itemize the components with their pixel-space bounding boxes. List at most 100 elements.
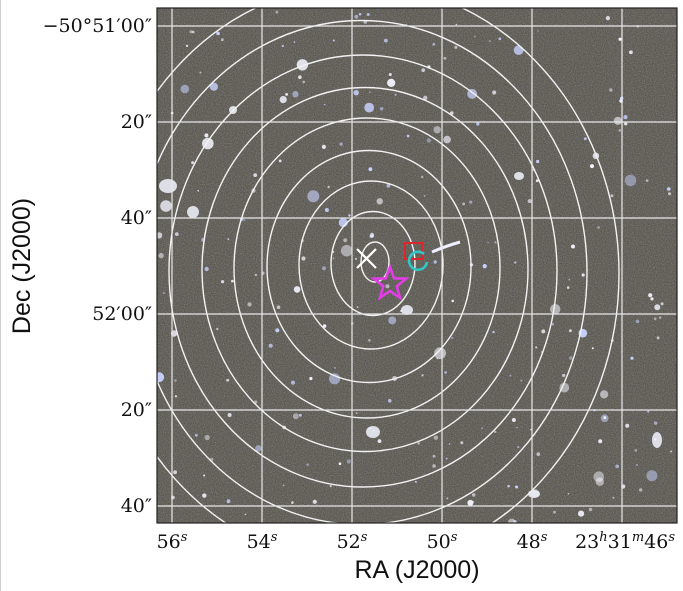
sky-source [282, 484, 285, 487]
bright-source [366, 426, 380, 438]
sky-source [603, 416, 607, 420]
sky-source [514, 261, 517, 264]
sky-source [511, 418, 516, 422]
sky-source [553, 510, 556, 514]
sky-source [494, 241, 497, 244]
sky-source [385, 284, 390, 289]
ra-tick-last: 23h31m46s [575, 530, 675, 553]
sky-source [191, 30, 195, 34]
sky-source [454, 45, 458, 49]
sky-source [292, 91, 299, 98]
sky-source [450, 111, 454, 115]
sky-source [571, 244, 575, 249]
coordinate-grid [157, 8, 677, 523]
sky-source [227, 238, 230, 241]
sky-source [194, 433, 198, 437]
sky-source [660, 302, 664, 306]
sky-source [332, 257, 335, 260]
sky-source [355, 412, 358, 414]
sky-source [368, 339, 371, 342]
sky-source [568, 356, 573, 360]
bright-source [528, 490, 540, 498]
sky-source [536, 159, 540, 164]
sky-source [507, 484, 510, 488]
sky-noise [157, 8, 677, 523]
sky-source [590, 164, 594, 169]
sky-source [354, 14, 359, 19]
sky-source [624, 122, 628, 126]
sky-source [610, 194, 614, 198]
sky-source [516, 426, 518, 429]
sky-source [253, 173, 258, 178]
sky-source [343, 238, 348, 243]
sky-source [394, 93, 397, 96]
dec-tick: −50°51′00″ [43, 15, 152, 37]
sky-source [348, 214, 351, 217]
sky-source [562, 373, 566, 377]
sky-source [329, 485, 332, 488]
sky-source [481, 427, 484, 430]
sky-source [494, 430, 497, 434]
sky-source [647, 410, 650, 413]
contours [157, 8, 620, 523]
sky-source [639, 488, 643, 492]
sky-source [593, 471, 605, 483]
dec-tick: 40″ [121, 495, 152, 517]
markers [356, 242, 429, 301]
sky-source [581, 273, 585, 277]
sky-source [451, 299, 455, 303]
sky-source [191, 161, 195, 165]
contour-line [360, 241, 390, 283]
sky-source [388, 399, 392, 403]
sky-source [650, 297, 654, 301]
sky-source [254, 273, 258, 277]
sky-source [281, 44, 284, 48]
sky-source [488, 40, 491, 43]
sky-source [448, 443, 451, 445]
bright-source [514, 172, 524, 180]
sky-source [615, 464, 620, 469]
sky-source [174, 395, 178, 398]
sky-source [174, 232, 179, 237]
sky-source [243, 219, 246, 222]
sky-source [629, 50, 633, 55]
sky-source [204, 133, 209, 138]
sky-source [598, 439, 603, 444]
sky-source [173, 470, 178, 475]
ra-tick: 50s [427, 530, 458, 553]
sky-source [356, 306, 359, 308]
sky-source [279, 96, 287, 104]
ra-tick: 56s [157, 530, 188, 553]
sky-source [509, 374, 512, 377]
sky-source [275, 10, 279, 14]
cyan-circle-marker [407, 250, 429, 272]
sky-source [307, 190, 320, 203]
sky-source [658, 316, 662, 319]
bright-source [159, 179, 177, 193]
sky-source [471, 493, 476, 497]
dec-tick: 20″ [121, 399, 152, 421]
sky-source [221, 280, 225, 284]
sky-source [185, 44, 189, 48]
sky-source [321, 144, 326, 149]
sky-source [455, 23, 458, 26]
sky-source [332, 39, 335, 42]
sky-source [433, 260, 437, 264]
ra-tick: 48s [517, 530, 548, 553]
sky-source [293, 286, 301, 293]
sky-source [668, 192, 671, 196]
sky-source [414, 480, 417, 483]
sky-source [226, 499, 231, 504]
sky-source [537, 30, 539, 32]
sky-source [618, 37, 622, 41]
sky-source [460, 441, 464, 445]
sky-source [421, 175, 424, 179]
sky-source [476, 122, 480, 126]
sky-source [322, 266, 326, 271]
sky-source [388, 316, 397, 325]
sky-source [340, 244, 353, 257]
sky-source [216, 327, 219, 331]
sky-source [432, 464, 436, 468]
sky-source [354, 257, 357, 260]
sky-source [180, 84, 190, 94]
